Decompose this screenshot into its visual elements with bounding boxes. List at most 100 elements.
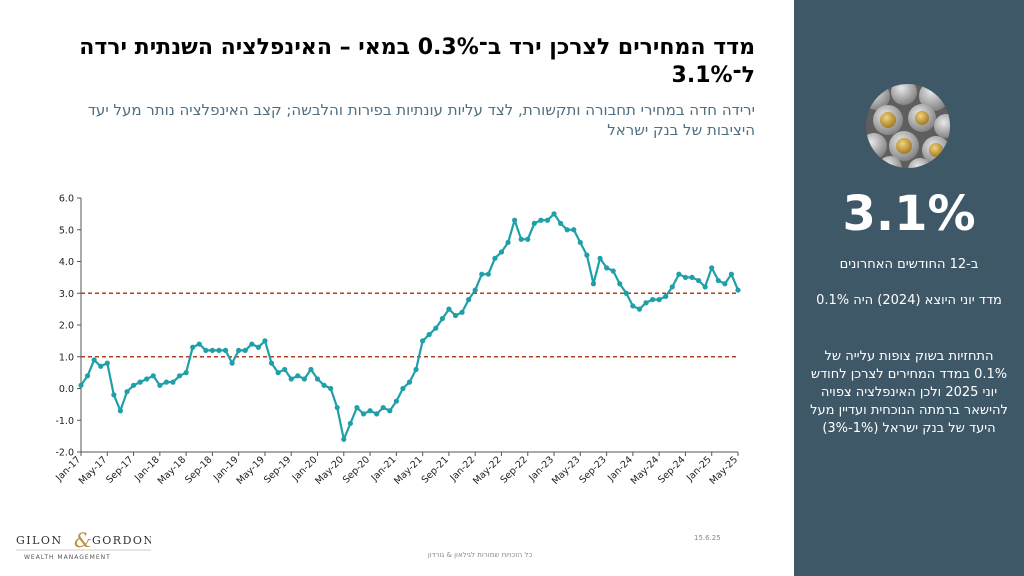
- data-point: [341, 436, 347, 442]
- data-point: [551, 211, 557, 217]
- x-tick-label: Sep-23: [577, 454, 608, 485]
- data-point: [242, 347, 248, 353]
- y-tick-label: 6.0: [59, 194, 74, 205]
- logo-right-word: GORDON: [92, 534, 151, 547]
- y-tick-label: -2.0: [55, 448, 74, 459]
- footer-copyright: כל הזכויות שמורות לגילאון & גורדון: [427, 551, 533, 559]
- data-point: [222, 347, 229, 353]
- y-tick-label: 3.0: [59, 289, 74, 300]
- data-point: [170, 379, 176, 385]
- data-point: [236, 347, 242, 353]
- data-point: [91, 357, 97, 363]
- data-point: [163, 379, 170, 385]
- data-point: [722, 281, 728, 287]
- data-point: [630, 303, 636, 309]
- data-point: [420, 338, 426, 344]
- y-tick-label: 1.0: [59, 352, 74, 363]
- data-point: [176, 373, 183, 379]
- logo-left-word: GILON: [16, 534, 63, 547]
- x-tick-label: Sep-18: [183, 454, 214, 485]
- data-point: [735, 287, 741, 293]
- data-point: [255, 344, 261, 350]
- data-point: [367, 408, 373, 414]
- kpi-caption: ב-12 החודשים האחרונים: [839, 257, 979, 272]
- data-point: [577, 239, 583, 246]
- data-point: [590, 281, 597, 287]
- june-index-text: מדד יוני היוצא (2024) היה 0.1%: [816, 293, 1002, 308]
- data-point: [393, 398, 399, 404]
- data-point: [446, 306, 452, 312]
- inflation-series-line: [80, 212, 740, 441]
- data-point: [137, 379, 143, 385]
- data-point: [124, 389, 130, 395]
- data-point: [617, 281, 623, 287]
- data-point: [663, 293, 669, 300]
- page-title: מדד המחירים לצרכן ירד ב־0.3% במאי – האינ…: [79, 35, 755, 88]
- page-subtitle: ירידה חדה במחירי תחבורה ותקשורת, לצד עלי…: [87, 101, 755, 139]
- y-tick-label: -1.0: [55, 416, 74, 427]
- data-point: [157, 382, 163, 388]
- data-point: [439, 316, 445, 322]
- data-point: [196, 341, 202, 347]
- data-point: [321, 382, 327, 388]
- data-point: [360, 411, 367, 417]
- data-point: [669, 284, 675, 290]
- inflation-line-chart: 6.05.04.03.02.01.00.0-1.0-2.0Jan-17May-1…: [53, 194, 741, 487]
- data-point: [209, 347, 215, 353]
- x-tick-label: Sep-20: [341, 454, 372, 485]
- data-point: [505, 239, 511, 246]
- data-point: [413, 366, 419, 373]
- data-point: [216, 347, 222, 353]
- data-point: [702, 284, 708, 290]
- data-point: [150, 373, 156, 379]
- data-point: [111, 392, 117, 398]
- x-tick-label: Sep-19: [262, 454, 293, 485]
- data-point: [498, 249, 505, 255]
- data-point: [117, 408, 124, 414]
- data-point: [544, 217, 551, 223]
- data-point: [229, 360, 235, 366]
- y-tick-label: 2.0: [59, 321, 74, 332]
- data-point: [190, 344, 196, 350]
- data-point: [689, 274, 695, 280]
- footer-date: 15.6.25: [694, 534, 721, 542]
- data-point: [268, 360, 275, 366]
- data-point: [649, 297, 656, 303]
- x-tick-label: May-17: [77, 454, 110, 487]
- data-point: [682, 274, 689, 280]
- data-point: [406, 379, 413, 385]
- data-point: [459, 309, 465, 315]
- x-tick-label: Sep-24: [656, 454, 687, 485]
- x-tick-label: Sep-22: [498, 454, 529, 485]
- data-point: [295, 373, 301, 379]
- data-point: [564, 227, 570, 233]
- data-point: [275, 370, 281, 376]
- data-point: [144, 376, 150, 382]
- data-point: [104, 360, 110, 366]
- data-point: [538, 217, 544, 223]
- data-point: [584, 252, 590, 258]
- forecast-text: התחזיות בשוק צופות עלייה של 0.1% במדד המ…: [810, 349, 1008, 436]
- x-tick-label: May-21: [392, 454, 425, 487]
- company-logo: GILON & GORDON WEALTH MANAGEMENT: [16, 530, 151, 561]
- y-tick-label: 5.0: [59, 225, 74, 236]
- data-point: [518, 236, 524, 242]
- data-point: [203, 347, 209, 353]
- data-point: [433, 325, 439, 331]
- data-point: [604, 265, 610, 271]
- data-point: [643, 300, 649, 306]
- data-point: [183, 370, 189, 376]
- data-point: [472, 287, 478, 293]
- logo-ampersand: &: [74, 530, 92, 552]
- data-point: [485, 271, 491, 277]
- x-tick-label: May-19: [235, 454, 268, 487]
- data-point: [558, 220, 564, 226]
- data-point: [130, 382, 137, 388]
- data-point: [374, 411, 380, 417]
- data-point: [597, 255, 603, 261]
- data-point: [426, 331, 432, 338]
- data-point: [676, 271, 682, 277]
- data-point: [466, 297, 472, 303]
- data-point: [354, 404, 360, 411]
- data-point: [334, 404, 340, 411]
